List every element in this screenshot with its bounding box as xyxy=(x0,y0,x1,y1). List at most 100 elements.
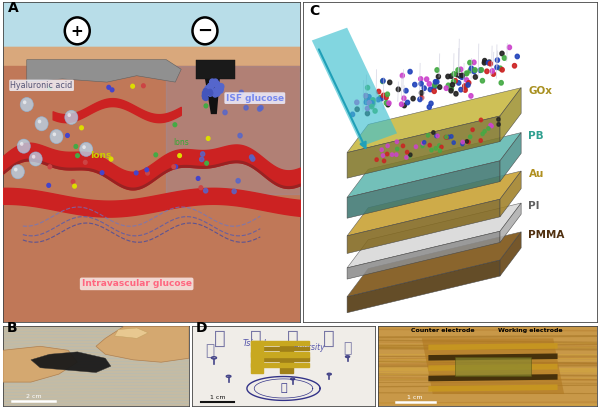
Circle shape xyxy=(433,83,437,87)
Circle shape xyxy=(406,100,410,105)
Circle shape xyxy=(459,87,463,92)
Text: PMMA: PMMA xyxy=(529,230,565,240)
Polygon shape xyxy=(347,199,500,253)
Text: 大: 大 xyxy=(287,329,299,348)
Polygon shape xyxy=(27,60,181,82)
Circle shape xyxy=(490,69,494,73)
Circle shape xyxy=(460,73,464,78)
Circle shape xyxy=(413,82,417,87)
Circle shape xyxy=(380,148,383,151)
Polygon shape xyxy=(500,232,521,276)
Circle shape xyxy=(236,179,240,183)
Circle shape xyxy=(209,79,215,85)
Text: D: D xyxy=(196,321,207,335)
Circle shape xyxy=(49,83,53,87)
Circle shape xyxy=(376,98,380,102)
Circle shape xyxy=(20,142,23,146)
Circle shape xyxy=(391,153,394,156)
Circle shape xyxy=(440,145,443,149)
Circle shape xyxy=(469,135,472,139)
Circle shape xyxy=(487,127,490,130)
Circle shape xyxy=(468,68,472,73)
Circle shape xyxy=(208,89,212,94)
Circle shape xyxy=(373,109,377,113)
Circle shape xyxy=(437,85,442,89)
Text: 青: 青 xyxy=(214,329,226,348)
Bar xyxy=(280,342,293,373)
Circle shape xyxy=(377,89,381,94)
Circle shape xyxy=(482,58,487,63)
Circle shape xyxy=(466,83,470,87)
Circle shape xyxy=(107,85,110,89)
Circle shape xyxy=(395,140,398,144)
Circle shape xyxy=(422,142,425,145)
Circle shape xyxy=(350,112,355,117)
Circle shape xyxy=(47,184,50,187)
Circle shape xyxy=(404,89,408,93)
Circle shape xyxy=(131,84,134,88)
Circle shape xyxy=(208,86,213,92)
Circle shape xyxy=(238,133,242,138)
Circle shape xyxy=(209,91,213,95)
Circle shape xyxy=(482,60,487,65)
Polygon shape xyxy=(3,346,77,382)
Circle shape xyxy=(196,177,200,180)
Circle shape xyxy=(432,89,436,93)
Circle shape xyxy=(408,69,412,74)
Circle shape xyxy=(485,69,489,73)
Circle shape xyxy=(500,68,504,72)
Text: A: A xyxy=(7,1,18,15)
Polygon shape xyxy=(428,384,557,392)
Circle shape xyxy=(388,80,392,84)
Circle shape xyxy=(438,149,442,153)
Circle shape xyxy=(419,82,423,86)
Circle shape xyxy=(444,86,448,91)
Circle shape xyxy=(449,89,453,93)
Circle shape xyxy=(210,89,215,95)
Circle shape xyxy=(497,118,500,121)
Polygon shape xyxy=(428,353,557,361)
Circle shape xyxy=(411,96,415,101)
Circle shape xyxy=(385,92,389,97)
Circle shape xyxy=(232,189,236,194)
Circle shape xyxy=(208,83,213,89)
Circle shape xyxy=(497,123,500,126)
Circle shape xyxy=(435,68,439,72)
Polygon shape xyxy=(166,66,300,194)
Circle shape xyxy=(20,98,33,111)
Circle shape xyxy=(66,133,69,137)
Circle shape xyxy=(512,64,517,68)
Circle shape xyxy=(382,154,385,157)
Text: University: University xyxy=(286,343,325,352)
Circle shape xyxy=(469,94,473,98)
Text: 学: 学 xyxy=(343,341,352,356)
Circle shape xyxy=(206,137,210,140)
Circle shape xyxy=(464,71,469,76)
Circle shape xyxy=(83,160,87,164)
Circle shape xyxy=(400,73,404,78)
Bar xyxy=(3,2,300,47)
Text: PB: PB xyxy=(529,131,544,141)
Bar xyxy=(251,363,309,367)
Circle shape xyxy=(364,100,368,104)
Circle shape xyxy=(38,120,41,124)
Circle shape xyxy=(419,77,423,81)
Text: C: C xyxy=(309,4,319,18)
Circle shape xyxy=(472,60,476,64)
Polygon shape xyxy=(96,326,189,362)
Circle shape xyxy=(367,95,371,99)
Circle shape xyxy=(496,58,499,62)
Text: Tsinghua: Tsinghua xyxy=(243,339,280,348)
Circle shape xyxy=(218,86,223,91)
Circle shape xyxy=(461,140,464,144)
Circle shape xyxy=(418,97,422,102)
Circle shape xyxy=(406,151,409,154)
Circle shape xyxy=(463,85,467,89)
Circle shape xyxy=(145,168,149,172)
Circle shape xyxy=(382,159,386,163)
Circle shape xyxy=(100,171,104,175)
Circle shape xyxy=(465,71,469,75)
Bar xyxy=(251,341,263,373)
Circle shape xyxy=(370,104,374,109)
Circle shape xyxy=(76,154,79,157)
